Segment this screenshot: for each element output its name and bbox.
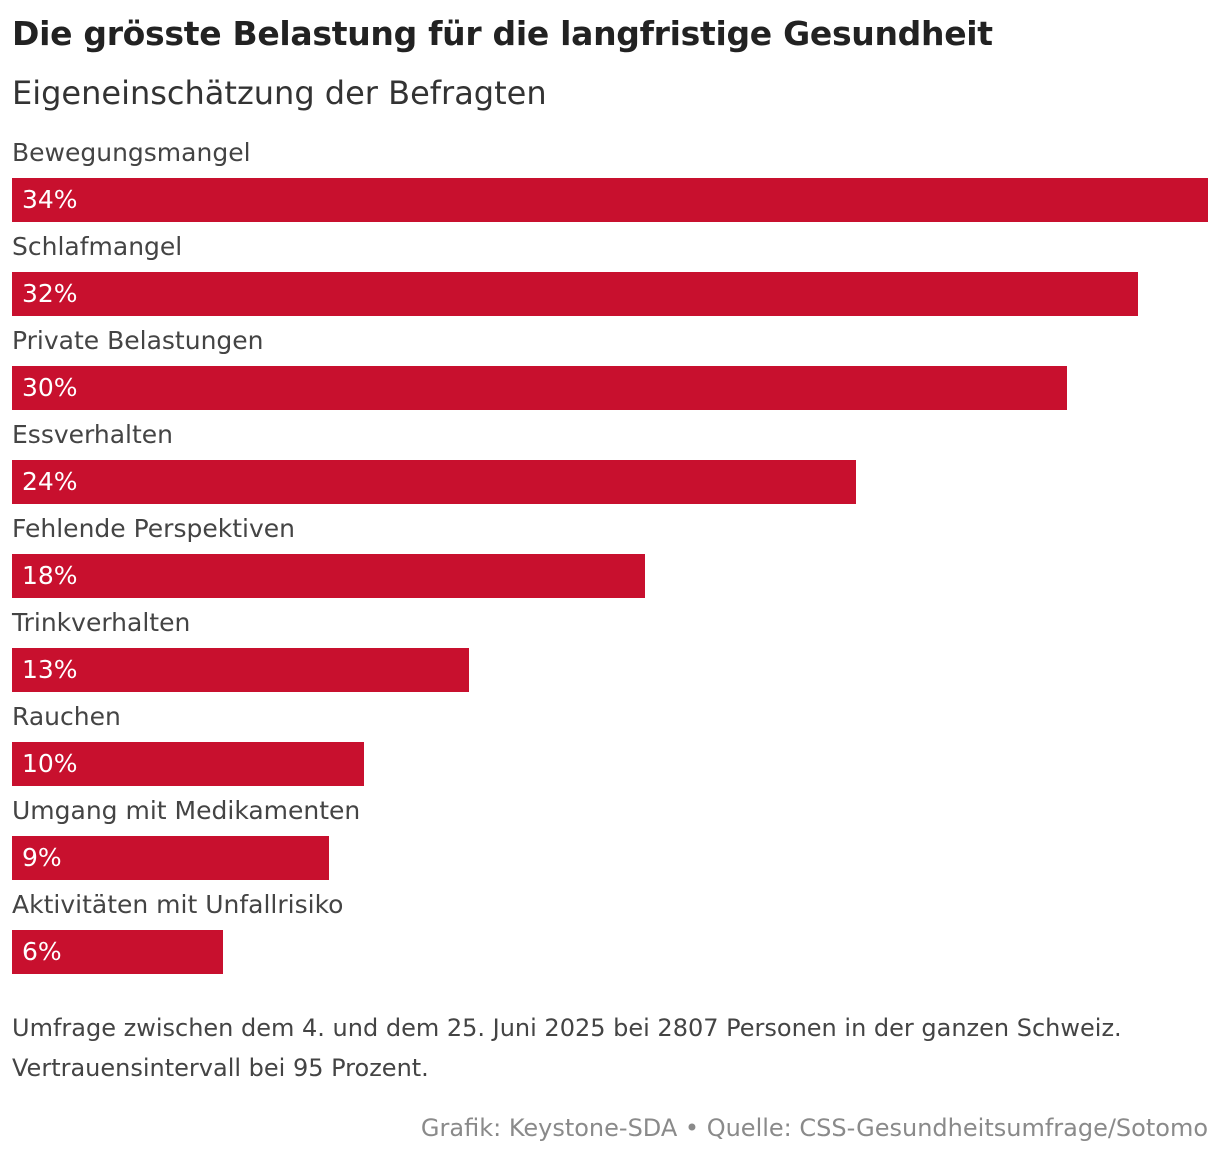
bar-value-label: 9%: [22, 843, 62, 872]
bar: 18%: [12, 554, 645, 598]
bar-value-label: 24%: [22, 467, 78, 496]
bar: 24%: [12, 460, 856, 504]
category-label: Trinkverhalten: [12, 608, 191, 637]
bar-value-label: 32%: [22, 279, 78, 308]
bar-value-label: 18%: [22, 561, 78, 590]
category-label: Private Belastungen: [12, 326, 264, 355]
category-label: Umgang mit Medikamenten: [12, 796, 361, 825]
bar: 9%: [12, 836, 329, 880]
bar: 13%: [12, 648, 469, 692]
bar: 34%: [12, 178, 1208, 222]
bar-value-label: 10%: [22, 749, 78, 778]
bar: 32%: [12, 272, 1138, 316]
category-label: Schlafmangel: [12, 232, 183, 261]
chart-title: Die grösste Belastung für die langfristi…: [12, 14, 993, 53]
category-label: Rauchen: [12, 702, 121, 731]
bar-value-label: 6%: [22, 937, 62, 966]
bar: 30%: [12, 366, 1067, 410]
category-label: Bewegungsmangel: [12, 138, 251, 167]
source-credit: Grafik: Keystone-SDA • Quelle: CSS-Gesun…: [420, 1114, 1208, 1142]
bar-value-label: 13%: [22, 655, 78, 684]
bar-value-label: 30%: [22, 373, 78, 402]
bar: 6%: [12, 930, 223, 974]
bar-value-label: 34%: [22, 185, 78, 214]
category-label: Essverhalten: [12, 420, 173, 449]
chart-subtitle: Eigeneinschätzung der Befragten: [12, 74, 547, 112]
category-label: Aktivitäten mit Unfallrisiko: [12, 890, 344, 919]
survey-note: Umfrage zwischen dem 4. und dem 25. Juni…: [12, 1014, 1122, 1042]
bar: 10%: [12, 742, 364, 786]
confidence-note: Vertrauensintervall bei 95 Prozent.: [12, 1054, 429, 1082]
category-label: Fehlende Perspektiven: [12, 514, 295, 543]
bar-chart: Bewegungsmangel 34% Schlafmangel 32% Private…: [12, 138, 1208, 974]
